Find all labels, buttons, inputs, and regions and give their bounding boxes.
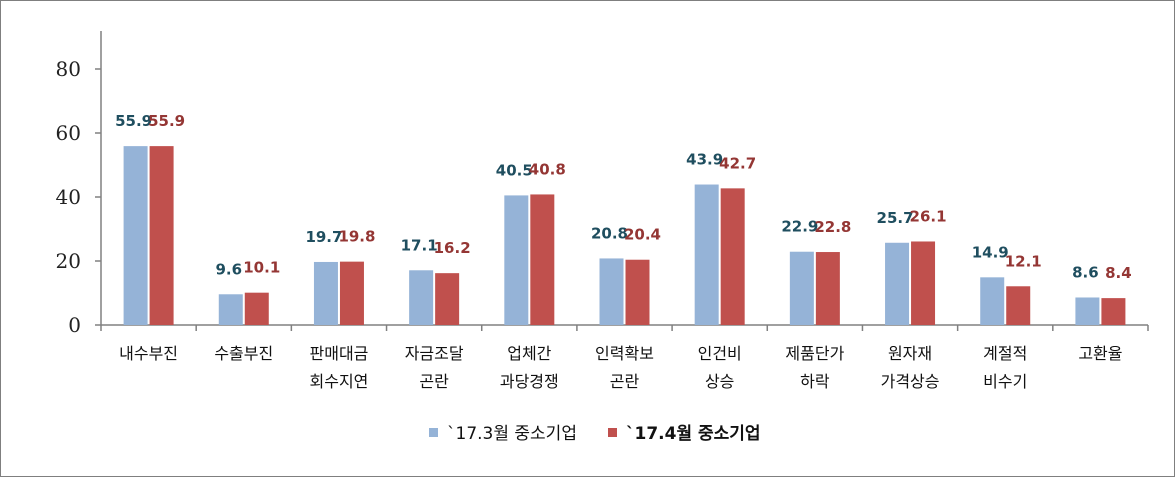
bar-series-2 bbox=[1101, 298, 1126, 325]
data-label-series-2: 8.4 bbox=[1105, 264, 1132, 282]
data-label-series-1: 55.9 bbox=[115, 112, 152, 130]
bar-series-2 bbox=[339, 261, 364, 325]
legend-label-series-2: `17.4월 중소기업 bbox=[626, 424, 761, 444]
bar-series-1 bbox=[1075, 297, 1100, 325]
data-label-series-1: 20.8 bbox=[591, 224, 628, 242]
data-label-series-1: 9.6 bbox=[215, 260, 242, 278]
bar-series-1 bbox=[789, 251, 814, 325]
x-category-label-line: 인력확보 bbox=[595, 344, 654, 363]
x-category-label-line: 인건비 bbox=[698, 344, 742, 363]
bar-series-1 bbox=[504, 195, 529, 325]
bar-series-1 bbox=[409, 270, 434, 325]
bar-series-2 bbox=[244, 292, 269, 325]
data-label-series-2: 22.8 bbox=[814, 218, 851, 236]
bar-series-1 bbox=[885, 242, 910, 325]
x-category-label-line: 고환율 bbox=[1078, 344, 1122, 363]
x-category-label-line: 하락 bbox=[800, 372, 830, 391]
x-category-label: 고환율 bbox=[1078, 344, 1122, 363]
data-label-series-1: 19.7 bbox=[305, 228, 342, 246]
x-category-label-line: 회수지연 bbox=[310, 372, 369, 391]
x-category-label-line: 원자재 bbox=[888, 344, 932, 363]
bar-series-2 bbox=[720, 188, 745, 325]
bar-series-2 bbox=[625, 259, 650, 325]
x-category-label-line: 가격상승 bbox=[881, 372, 940, 391]
legend-swatch-series-1 bbox=[429, 428, 438, 437]
x-category-label-line: 수출부진 bbox=[214, 344, 273, 363]
bar-series-2 bbox=[1006, 286, 1031, 325]
bar-series-1 bbox=[313, 261, 338, 325]
data-label-series-2: 20.4 bbox=[624, 226, 661, 244]
x-category-label: 내수부진 bbox=[119, 344, 178, 363]
bar-series-2 bbox=[530, 194, 555, 325]
bar-series-1 bbox=[218, 294, 243, 325]
legend: `17.3월 중소기업 `17.4월 중소기업 bbox=[429, 424, 761, 444]
data-label-series-2: 19.8 bbox=[338, 228, 375, 246]
x-category-label-line: 곤란 bbox=[610, 372, 640, 391]
axes: 0 20 40 60 80 bbox=[56, 31, 1149, 337]
data-label-series-2: 40.8 bbox=[529, 160, 566, 178]
data-label-series-1: 17.1 bbox=[401, 236, 438, 254]
data-label-series-2: 55.9 bbox=[148, 112, 185, 130]
y-tick-label: 60 bbox=[56, 121, 81, 145]
y-tick-label: 0 bbox=[68, 313, 81, 337]
data-label-series-2: 26.1 bbox=[910, 207, 947, 225]
labels: 55.9 9.6 19.7 17.1 40.5 20.8 43.9 22.9 25.7 14.9 8… bbox=[115, 112, 1132, 391]
data-label-series-1: 8.6 bbox=[1072, 263, 1099, 281]
legend-label-series-1: `17.3월 중소기업 bbox=[447, 424, 577, 444]
data-label-series-2: 12.1 bbox=[1005, 252, 1042, 270]
legend-swatch-series-2 bbox=[608, 428, 617, 437]
data-label-series-2: 16.2 bbox=[434, 239, 471, 257]
bar-series-2 bbox=[149, 146, 174, 325]
x-category-label-line: 비수기 bbox=[983, 372, 1027, 391]
data-label-series-1: 14.9 bbox=[972, 243, 1009, 261]
data-label-series-2: 42.7 bbox=[719, 154, 756, 172]
bar-series-1 bbox=[123, 146, 148, 325]
x-category-label-line: 상승 bbox=[705, 372, 734, 391]
x-category-label-line: 과당경쟁 bbox=[500, 372, 559, 391]
x-category-label-line: 자금조달 bbox=[405, 344, 464, 363]
data-label-series-1: 43.9 bbox=[686, 151, 723, 169]
x-category-label: 수출부진 bbox=[214, 344, 273, 363]
x-category-label-line: 제품단가 bbox=[785, 344, 844, 363]
bar-series-1 bbox=[980, 277, 1005, 325]
data-label-series-1: 22.9 bbox=[781, 218, 818, 236]
y-tick-label: 40 bbox=[56, 185, 81, 209]
bar-series-2 bbox=[435, 273, 460, 325]
x-category-label-line: 곤란 bbox=[419, 372, 449, 391]
bar-series-1 bbox=[599, 258, 624, 325]
data-label-series-1: 25.7 bbox=[877, 209, 914, 227]
bars bbox=[123, 146, 1126, 325]
bar-series-2 bbox=[815, 252, 840, 325]
x-category-label-line: 계절적 bbox=[983, 344, 1027, 363]
x-category-label-line: 판매대금 bbox=[310, 344, 369, 363]
data-label-series-1: 40.5 bbox=[496, 161, 533, 179]
x-category-label-line: 업체간 bbox=[507, 344, 551, 363]
x-category-label-line: 내수부진 bbox=[119, 344, 178, 363]
data-label-series-2: 10.1 bbox=[243, 259, 280, 277]
y-tick-label: 20 bbox=[56, 249, 81, 273]
y-tick-label: 80 bbox=[56, 57, 81, 81]
bar-series-2 bbox=[911, 241, 936, 325]
bar-series-1 bbox=[694, 184, 719, 325]
